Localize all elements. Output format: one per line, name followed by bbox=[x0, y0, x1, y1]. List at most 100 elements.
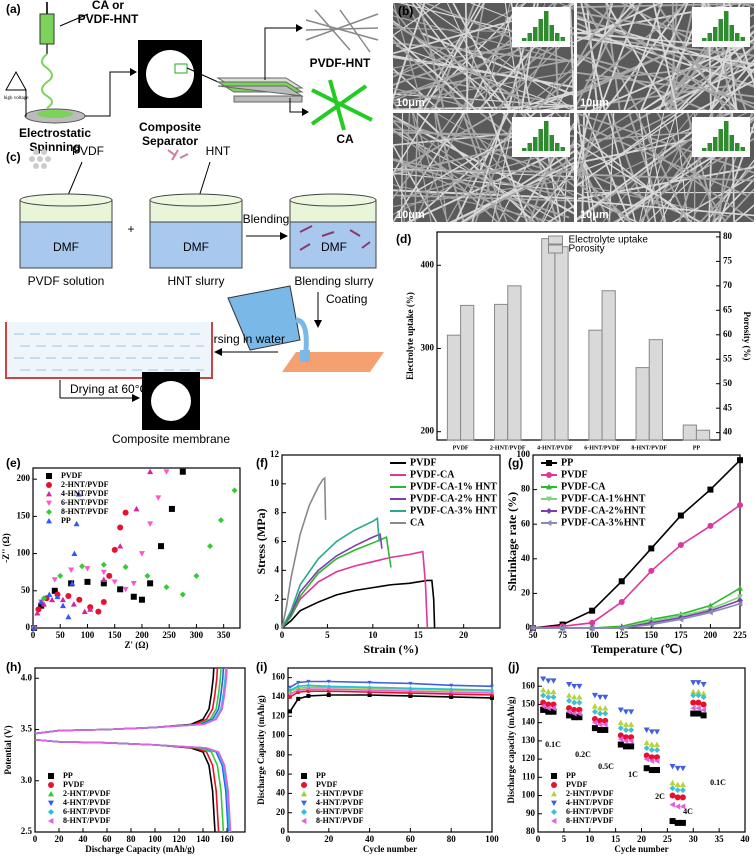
fiber bbox=[462, 156, 574, 222]
x-tick-label: 40 bbox=[365, 834, 375, 844]
legend-marker bbox=[546, 496, 552, 502]
fiber bbox=[605, 3, 670, 110]
legend-marker bbox=[46, 509, 52, 515]
histogram-bar bbox=[522, 38, 527, 41]
fiber bbox=[403, 113, 411, 222]
x-tick-label: 40 bbox=[741, 834, 751, 844]
x-tick-label: 200 bbox=[704, 630, 718, 640]
marker bbox=[602, 705, 609, 711]
histogram-bar bbox=[555, 33, 560, 41]
marker bbox=[550, 708, 557, 715]
fiber bbox=[411, 113, 432, 222]
fiber bbox=[446, 3, 498, 110]
fiber bbox=[412, 113, 449, 222]
legend-label: CA bbox=[410, 517, 425, 528]
panel-label: (f) bbox=[256, 456, 268, 470]
marker bbox=[628, 721, 635, 727]
marker bbox=[51, 577, 58, 583]
marker bbox=[566, 692, 573, 698]
legend-label: PVDF-CA-1%HNT bbox=[561, 493, 646, 504]
legend-marker bbox=[46, 473, 52, 479]
material-label: PVDF bbox=[72, 144, 104, 158]
fiber bbox=[577, 113, 679, 187]
histogram-bar bbox=[713, 137, 718, 151]
y2-tick-label: 55 bbox=[723, 353, 733, 363]
fiber bbox=[393, 115, 574, 215]
fiber bbox=[474, 113, 517, 222]
legend-marker bbox=[551, 791, 557, 797]
marker bbox=[100, 569, 107, 576]
marker bbox=[100, 598, 107, 605]
fiber bbox=[577, 113, 685, 186]
series-line bbox=[34, 667, 232, 833]
marker bbox=[591, 708, 598, 715]
marker bbox=[530, 625, 536, 631]
fiber-mesh-bottom bbox=[310, 79, 373, 131]
fiber bbox=[577, 113, 591, 176]
panel-label: (i) bbox=[256, 660, 267, 674]
marker bbox=[231, 487, 238, 494]
x-tick-label: 75 bbox=[558, 630, 568, 640]
fiber-label: PVDF-HNT bbox=[310, 56, 371, 70]
legend-marker bbox=[551, 800, 557, 806]
marker bbox=[117, 543, 124, 549]
marker bbox=[59, 596, 66, 603]
fiber bbox=[393, 113, 457, 200]
series-line bbox=[281, 533, 383, 629]
legend-label: PVDF bbox=[566, 780, 587, 789]
histogram-bar bbox=[724, 121, 729, 151]
fiber bbox=[709, 58, 754, 110]
series-line bbox=[281, 579, 436, 629]
fiber bbox=[393, 3, 426, 102]
marker bbox=[130, 593, 137, 600]
fiber bbox=[640, 3, 689, 110]
marker bbox=[602, 726, 609, 733]
step-label: Composite membrane bbox=[112, 432, 230, 446]
x-tick-label: 20 bbox=[459, 630, 469, 640]
marker bbox=[617, 736, 624, 743]
marker bbox=[163, 469, 170, 475]
fiber bbox=[577, 113, 608, 178]
marker bbox=[306, 687, 310, 692]
panel-label: (b) bbox=[398, 4, 413, 18]
fiber bbox=[623, 3, 663, 110]
marker bbox=[669, 785, 676, 792]
marker bbox=[38, 602, 45, 609]
legend-marker bbox=[546, 508, 552, 514]
marker bbox=[288, 709, 293, 714]
series-line bbox=[289, 686, 493, 692]
legend-label: 2-HNT/PVDF bbox=[61, 480, 109, 489]
arrowhead bbox=[132, 394, 140, 402]
y2-tick-label: 50 bbox=[723, 378, 733, 388]
y-axis-title: Potential (V) bbox=[3, 725, 13, 774]
marker bbox=[571, 710, 577, 717]
fiber bbox=[507, 90, 574, 110]
legend-marker bbox=[46, 518, 52, 524]
marker bbox=[550, 678, 557, 684]
legend-label: 2-HNT/PVDF bbox=[566, 789, 614, 798]
fiber bbox=[642, 113, 677, 222]
y-tick-label: 3.5 bbox=[21, 724, 33, 734]
y-tick-label: 80 bbox=[276, 749, 286, 759]
marker bbox=[737, 457, 743, 464]
legend-marker bbox=[48, 773, 54, 779]
y-tick-label: 0 bbox=[281, 826, 286, 836]
y-tick-label: 200 bbox=[421, 426, 435, 436]
marker bbox=[540, 706, 547, 713]
marker bbox=[707, 522, 714, 529]
marker bbox=[408, 693, 413, 698]
marker bbox=[122, 586, 129, 593]
fiber bbox=[602, 113, 695, 222]
marker bbox=[695, 699, 702, 706]
sem-image bbox=[393, 113, 574, 222]
x-tick-label: 200 bbox=[135, 630, 149, 640]
x-tick-label: 0 bbox=[286, 834, 291, 844]
fiber bbox=[393, 15, 546, 56]
marker bbox=[669, 818, 676, 825]
marker bbox=[540, 703, 546, 710]
fiber bbox=[733, 204, 754, 222]
legend-label: PVDF bbox=[63, 780, 84, 789]
pour-stream bbox=[295, 317, 309, 351]
marker bbox=[49, 596, 56, 603]
